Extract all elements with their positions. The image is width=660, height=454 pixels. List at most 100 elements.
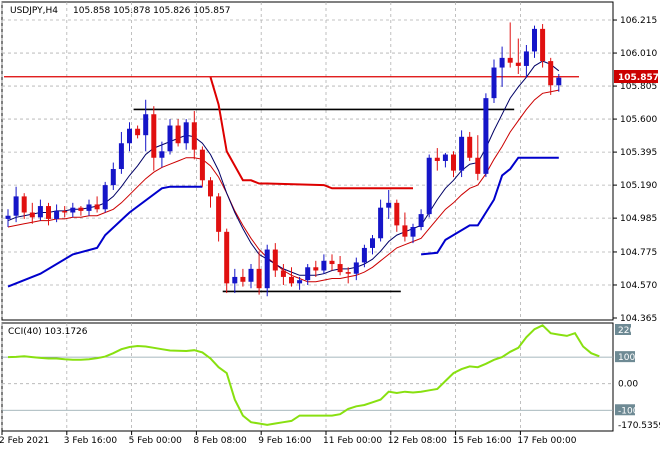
bull-candle-body <box>361 247 367 263</box>
price-axis-label: 104.365 <box>620 314 657 324</box>
price-axis-label: 105.190 <box>620 181 657 191</box>
price-axis-label: 104.985 <box>620 214 657 224</box>
bull-candle-body <box>353 262 359 274</box>
bull-candle-body <box>54 210 60 219</box>
bear-candle-body <box>329 260 335 265</box>
price-axis-label: 104.570 <box>620 281 657 291</box>
bull-candle-body <box>183 122 189 144</box>
bull-candle-body <box>370 238 375 248</box>
bear-candle-body <box>94 204 100 210</box>
bull-candle-body <box>418 214 424 227</box>
bear-candle-body <box>548 61 554 86</box>
bull-candle-body <box>499 57 505 68</box>
symbol-label: USDJPY,H4 <box>10 6 58 16</box>
bull-candle-body <box>378 207 384 239</box>
svg-text:105.857: 105.857 <box>618 73 659 83</box>
candlesticks <box>5 22 562 297</box>
bear-candle-body <box>337 264 343 273</box>
bear-candle-body <box>345 272 351 274</box>
bear-candle-body <box>313 267 319 271</box>
price-axis-label: 106.010 <box>620 49 657 59</box>
bull-candle-body <box>297 280 303 284</box>
price-axis-label: 104.775 <box>620 248 657 258</box>
cci-axis-label: 220.9821 <box>618 326 660 336</box>
bear-candle-body <box>29 212 35 218</box>
grid <box>1 2 613 431</box>
bull-candle-body <box>37 206 43 218</box>
time-axis-label: 2 Feb 2021 <box>0 436 49 446</box>
bear-candle-body <box>78 207 84 211</box>
bull-candle-body <box>491 67 497 99</box>
bear-candle-body <box>280 270 286 277</box>
bear-candle-body <box>434 157 440 161</box>
cci-line <box>7 324 600 426</box>
cci-plot <box>7 324 600 426</box>
bear-candle-body <box>199 149 205 181</box>
cci-axis-label: 0.00 <box>618 380 638 390</box>
bull-candle-body <box>5 215 11 219</box>
bull-candle-body <box>13 196 19 216</box>
bear-candle-body <box>540 28 546 62</box>
time-axis-label: 15 Feb 16:00 <box>453 436 512 446</box>
bull-candle-body <box>442 154 448 161</box>
bear-candle-body <box>191 122 197 150</box>
bear-candle-body <box>240 276 246 282</box>
cci-axis-label: 100 <box>618 353 635 363</box>
bear-candle-body <box>394 202 400 226</box>
time-axis-label: 11 Feb 00:00 <box>323 436 382 446</box>
cci-level-badge <box>615 404 635 416</box>
cci-axis-label: -170.5359 <box>618 421 660 431</box>
bear-candle-body <box>515 62 521 66</box>
bull-candle-body <box>532 28 537 52</box>
cci-label: CCI(40) 103.1726 <box>8 327 88 337</box>
cci-level-badge <box>615 351 635 363</box>
bull-candle-body <box>305 267 311 281</box>
axes: 106.215 106.010 105.805 105.600 105.395 105.1… <box>0 16 660 446</box>
bear-candle-body <box>256 268 262 289</box>
bull-candle-body <box>556 77 562 86</box>
bear-candle-body <box>46 206 51 219</box>
bull-candle-body <box>118 143 124 170</box>
bear-candle-body <box>451 154 456 171</box>
price-axis-label: 106.215 <box>620 16 657 26</box>
bear-candle-body <box>402 225 408 237</box>
bull-candle-body <box>143 114 149 136</box>
bull-candle-body <box>70 207 76 213</box>
bull-candle-body <box>86 204 92 211</box>
time-axis-label: 12 Feb 08:00 <box>388 436 447 446</box>
bear-candle-body <box>62 210 68 213</box>
bear-candle-body <box>135 128 141 136</box>
bear-candle-body <box>175 125 181 144</box>
bear-candle-body <box>21 196 27 213</box>
ohlc-readout: 105.858 105.878 105.826 105.857 <box>73 6 230 16</box>
time-axis-label: 5 Feb 00:00 <box>129 436 183 446</box>
bull-candle-body <box>410 226 416 237</box>
bear-candle-body <box>272 249 278 271</box>
horizontal-levels <box>4 76 579 293</box>
bull-candle-body <box>386 202 392 208</box>
price-axis-label: 105.395 <box>620 148 657 158</box>
bear-candle-body <box>224 231 230 284</box>
time-axis-label: 17 Feb 00:00 <box>517 436 576 446</box>
current-price-tag: 105.857 <box>614 70 659 83</box>
bull-candle-body <box>523 51 529 66</box>
resistance-trend-line <box>209 76 413 190</box>
bull-candle-body <box>102 185 108 210</box>
support-trend-line <box>7 156 559 288</box>
bull-candle-body <box>127 128 132 144</box>
bull-candle-body <box>110 169 116 186</box>
bull-candle-body <box>232 276 238 284</box>
cci-level-badge <box>615 324 631 335</box>
bear-candle-body <box>216 196 222 232</box>
bull-candle-body <box>159 151 165 158</box>
bull-candle-body <box>264 249 270 289</box>
cci-axis-label: -100 <box>618 406 639 416</box>
bear-candle-body <box>507 57 513 63</box>
time-axis-label: 8 Feb 08:00 <box>193 436 247 446</box>
bear-candle-body <box>475 157 481 174</box>
bear-candle-body <box>151 114 157 158</box>
bull-candle-body <box>459 136 465 171</box>
bull-candle-body <box>167 125 173 152</box>
